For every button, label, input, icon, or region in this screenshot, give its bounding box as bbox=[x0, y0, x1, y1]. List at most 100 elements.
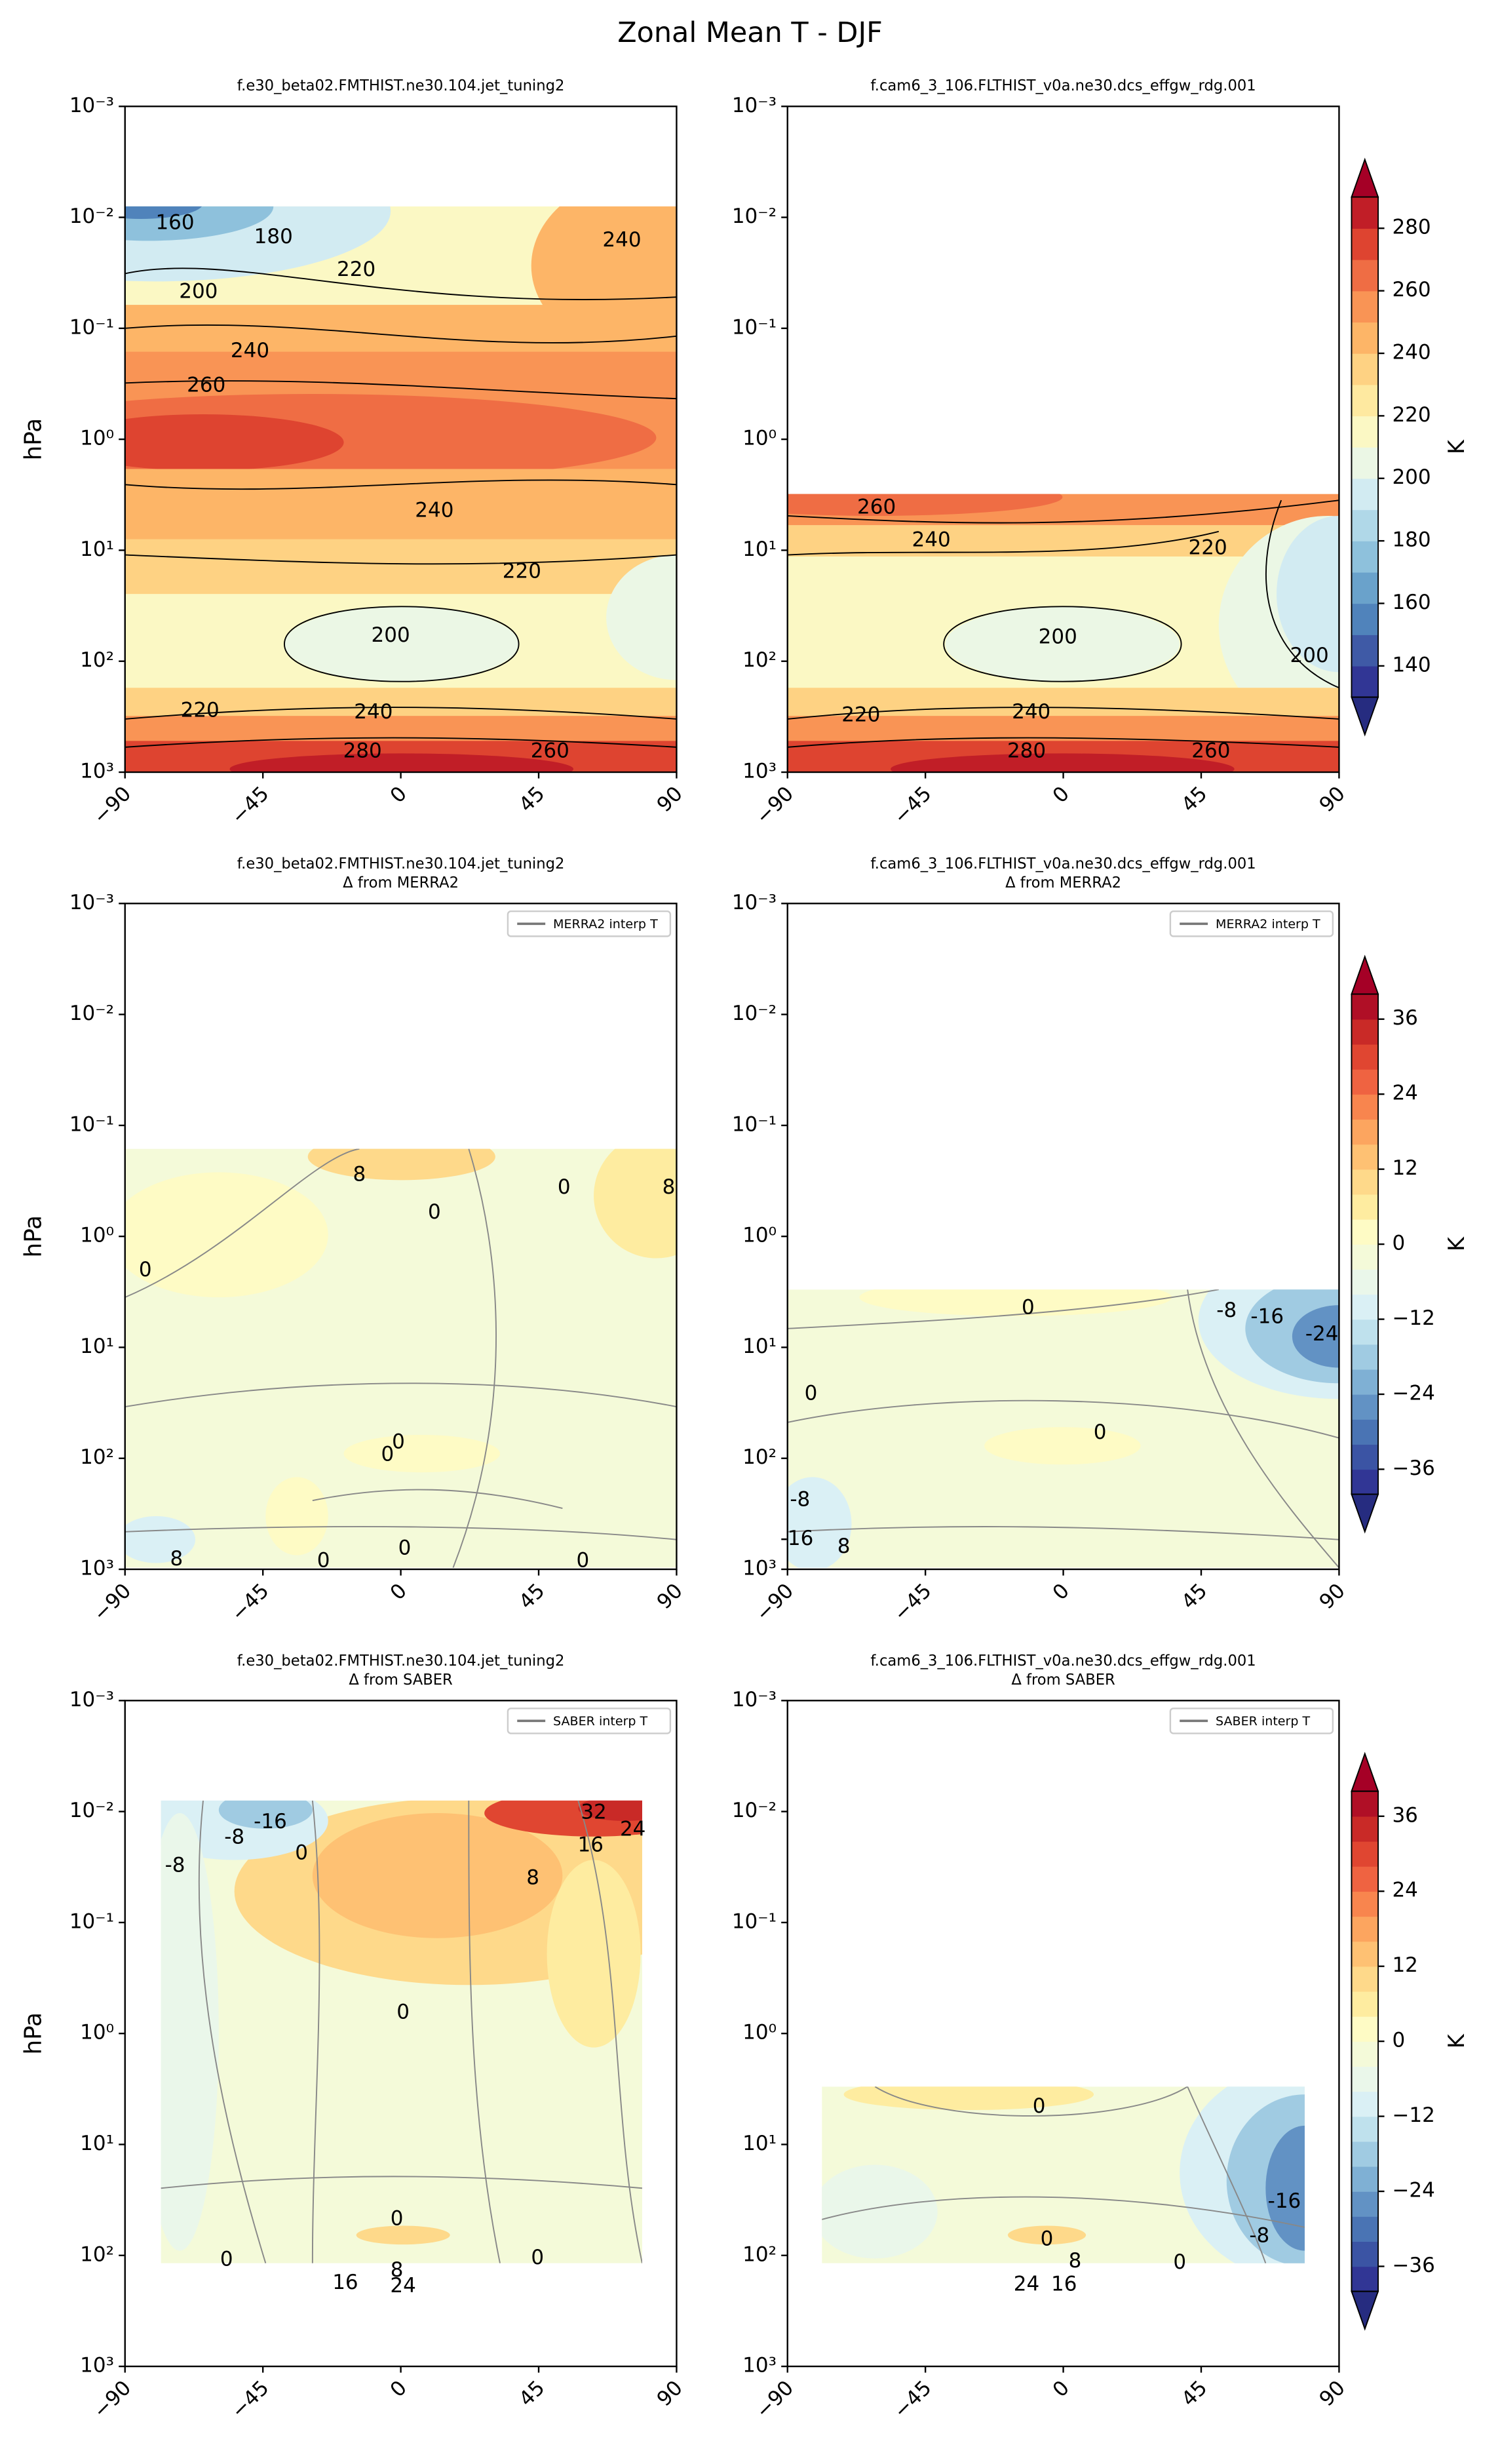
y-tick-label: 10³ bbox=[742, 2354, 777, 2377]
colorbar-band bbox=[1351, 1866, 1379, 1892]
contour-band bbox=[891, 753, 1235, 773]
panel-title: f.cam6_3_106.FLTHIST_v0a.ne30.dcs_effgw_… bbox=[870, 77, 1256, 94]
y-tick-label: 10⁰ bbox=[80, 2021, 114, 2044]
contour-label: 220 bbox=[841, 703, 880, 727]
x-tick-label: 0 bbox=[1048, 2376, 1074, 2402]
contour-band bbox=[787, 1477, 852, 1568]
colorbar-band bbox=[1351, 259, 1379, 292]
colorbar-frame bbox=[1351, 196, 1379, 698]
contour-band bbox=[984, 1427, 1141, 1465]
contour-band bbox=[1265, 2125, 1305, 2251]
y-tick-label: 10¹ bbox=[742, 538, 777, 561]
panel-title: f.e30_beta02.FMTHIST.ne30.104.jet_tuning… bbox=[237, 1652, 565, 1670]
contour-band bbox=[343, 1434, 500, 1473]
contour-label: 200 bbox=[372, 623, 410, 647]
y-tick-label: 10¹ bbox=[742, 1335, 777, 1358]
y-tick-label: 10² bbox=[742, 2242, 777, 2266]
colorbar-band bbox=[1351, 353, 1379, 385]
colorbar-band bbox=[1351, 1419, 1379, 1445]
colorbar-tick-label: 0 bbox=[1392, 1232, 1405, 1255]
colorbar-band bbox=[1351, 1966, 1379, 1992]
colorbar-band bbox=[1351, 1119, 1379, 1145]
y-tick-label: 10⁻² bbox=[69, 1799, 114, 1822]
contour-band bbox=[161, 1813, 219, 2251]
y-tick-label: 10⁻³ bbox=[732, 1688, 777, 1711]
colorbar-extend bbox=[1351, 157, 1379, 198]
y-tick-label: 10⁻¹ bbox=[732, 315, 777, 339]
contour-label: -8 bbox=[790, 1488, 810, 1512]
contour-line bbox=[787, 737, 1339, 748]
colorbar-band bbox=[1351, 2116, 1379, 2142]
contour-field bbox=[787, 494, 1339, 773]
x-tick-label: −45 bbox=[227, 2376, 274, 2423]
contour-label: 16 bbox=[332, 2271, 358, 2294]
contour-line bbox=[125, 554, 677, 565]
contour-label: 8 bbox=[526, 1866, 539, 1890]
panel-title: f.cam6_3_106.FLTHIST_v0a.ne30.dcs_effgw_… bbox=[870, 1652, 1256, 1670]
contour-label: -16 bbox=[1268, 2189, 1301, 2213]
contour-label: 0 bbox=[139, 1258, 152, 1281]
contour-label: 16 bbox=[1051, 2273, 1077, 2296]
colorbar-band bbox=[1351, 2141, 1379, 2167]
colorbar-band bbox=[1351, 1244, 1379, 1270]
contour-label: 240 bbox=[354, 700, 393, 724]
contour-band bbox=[787, 494, 1063, 516]
contour-label: 0 bbox=[396, 2001, 410, 2024]
contour-line bbox=[822, 2196, 1305, 2228]
colorbar-band bbox=[1351, 384, 1379, 417]
colorbar-band bbox=[1351, 290, 1379, 323]
legend-label: MERRA2 interp T bbox=[553, 917, 658, 931]
contour-label: 0 bbox=[1033, 2094, 1046, 2118]
contour-label: 0 bbox=[381, 1442, 394, 1466]
colorbar-tick-label: 160 bbox=[1392, 591, 1431, 614]
x-tick-label: 0 bbox=[1048, 1579, 1074, 1605]
colorbar-band bbox=[1351, 1269, 1379, 1295]
contour-label: 8 bbox=[663, 1175, 676, 1199]
contour-label: -8 bbox=[224, 1826, 244, 1849]
contour-label: -16 bbox=[254, 1810, 287, 1833]
contour-band bbox=[125, 414, 344, 471]
colorbar-band bbox=[1351, 1194, 1379, 1220]
contour-label: 8 bbox=[391, 2258, 404, 2282]
colorbar-band bbox=[1351, 1916, 1379, 1942]
y-tick-label: 10⁻¹ bbox=[69, 315, 114, 339]
colorbar-tick-label: 200 bbox=[1392, 465, 1431, 489]
legend-label: SABER interp T bbox=[553, 1714, 647, 1729]
y-tick-label: 10² bbox=[80, 1445, 114, 1469]
colorbar-label: K bbox=[1444, 1236, 1469, 1251]
legend-box bbox=[507, 1708, 672, 1734]
colorbar-band bbox=[1351, 1019, 1379, 1045]
contour-line bbox=[125, 1382, 677, 1408]
contour-line bbox=[787, 1399, 1339, 1439]
x-tick-label: −45 bbox=[889, 1579, 936, 1626]
panel-subtitle: Δ from MERRA2 bbox=[1005, 874, 1121, 891]
y-tick-label: 10¹ bbox=[80, 1335, 114, 1358]
contour-field bbox=[822, 2086, 1305, 2263]
contour-band bbox=[945, 606, 1180, 682]
colorbar-tick-label: 24 bbox=[1392, 1879, 1417, 1902]
panel-subtitle: Δ from SABER bbox=[349, 1672, 453, 1689]
contour-label: -24 bbox=[1305, 1322, 1339, 1346]
colorbar-tick-label: 240 bbox=[1392, 341, 1431, 364]
x-tick-label: 0 bbox=[1048, 782, 1074, 808]
contour-field bbox=[125, 1148, 677, 1568]
contour-label: 0 bbox=[428, 1200, 441, 1224]
x-tick-label: 0 bbox=[386, 1579, 412, 1605]
x-tick-label: 90 bbox=[653, 782, 687, 817]
colorbar-tick-label: −24 bbox=[1392, 1381, 1434, 1405]
panel-title: f.e30_beta02.FMTHIST.ne30.104.jet_tuning… bbox=[237, 77, 565, 94]
colorbar-label: K bbox=[1444, 2033, 1469, 2048]
contour-label: 0 bbox=[1094, 1420, 1107, 1444]
contour-label: 0 bbox=[391, 2206, 404, 2230]
y-tick-label: 10¹ bbox=[80, 2132, 114, 2155]
y-tick-label: 10⁻³ bbox=[69, 94, 114, 117]
colorbar-band bbox=[1351, 2266, 1379, 2292]
contour-label: -16 bbox=[1250, 1305, 1284, 1329]
y-tick-label: 10⁰ bbox=[80, 427, 114, 450]
colorbar-band bbox=[1351, 1144, 1379, 1170]
contour-line bbox=[943, 606, 1182, 682]
contour-label: -8 bbox=[1216, 1299, 1237, 1322]
colorbar-band bbox=[1351, 572, 1379, 604]
y-tick-label: 10⁻² bbox=[732, 1799, 777, 1822]
contour-label: 32 bbox=[581, 1801, 606, 1824]
